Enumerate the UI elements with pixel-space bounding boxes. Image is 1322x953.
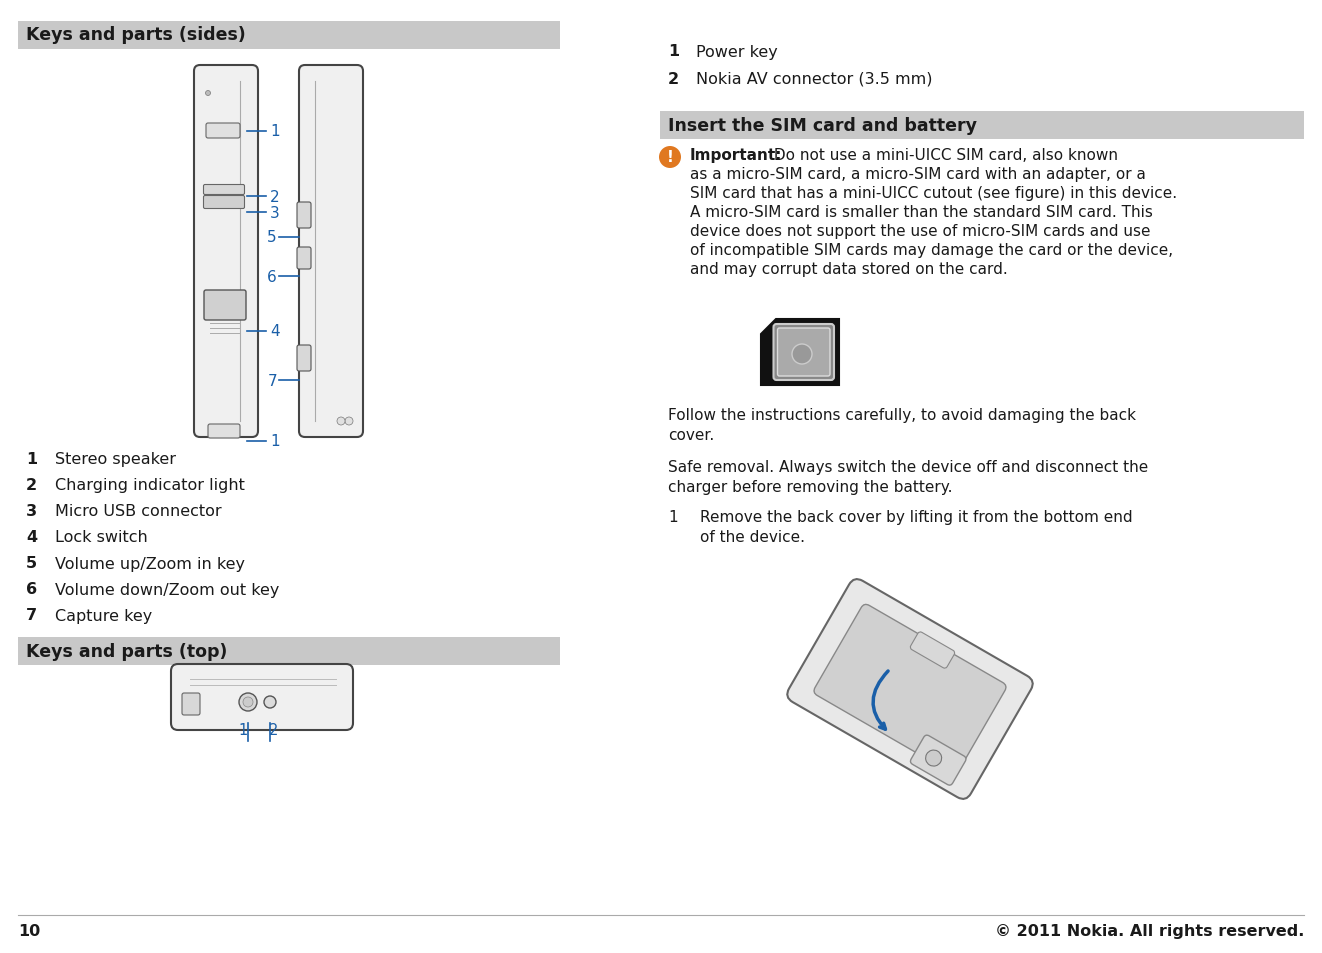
FancyBboxPatch shape: [206, 124, 241, 139]
FancyBboxPatch shape: [777, 329, 830, 376]
Text: of incompatible SIM cards may damage the card or the device,: of incompatible SIM cards may damage the…: [690, 243, 1173, 257]
Text: Volume down/Zoom out key: Volume down/Zoom out key: [56, 582, 279, 597]
Text: 1: 1: [668, 510, 678, 524]
Text: charger before removing the battery.: charger before removing the battery.: [668, 479, 952, 495]
Text: cover.: cover.: [668, 428, 714, 442]
Text: Capture key: Capture key: [56, 608, 152, 623]
Circle shape: [345, 417, 353, 426]
FancyBboxPatch shape: [208, 424, 241, 438]
Text: A micro-SIM card is smaller than the standard SIM card. This: A micro-SIM card is smaller than the sta…: [690, 205, 1153, 220]
Text: and may corrupt data stored on the card.: and may corrupt data stored on the card.: [690, 262, 1007, 276]
FancyBboxPatch shape: [171, 664, 353, 730]
Circle shape: [925, 750, 941, 766]
Circle shape: [239, 693, 256, 711]
FancyBboxPatch shape: [204, 196, 245, 210]
Text: 2: 2: [668, 71, 680, 87]
Text: 4: 4: [26, 530, 37, 545]
Text: Lock switch: Lock switch: [56, 530, 148, 545]
FancyBboxPatch shape: [182, 693, 200, 716]
Text: © 2011 Nokia. All rights reserved.: © 2011 Nokia. All rights reserved.: [994, 923, 1303, 939]
Text: device does not support the use of micro-SIM cards and use: device does not support the use of micro…: [690, 224, 1150, 239]
FancyBboxPatch shape: [297, 203, 311, 229]
FancyBboxPatch shape: [19, 638, 561, 665]
Text: 6: 6: [267, 269, 278, 284]
Text: 2: 2: [270, 190, 280, 204]
Text: Power key: Power key: [695, 45, 777, 59]
FancyBboxPatch shape: [297, 346, 311, 372]
Text: SIM card that has a mini-UICC cutout (see figure) in this device.: SIM card that has a mini-UICC cutout (se…: [690, 186, 1177, 201]
FancyBboxPatch shape: [787, 579, 1032, 800]
Text: 2: 2: [270, 722, 279, 738]
FancyBboxPatch shape: [911, 736, 966, 785]
Text: Charging indicator light: Charging indicator light: [56, 478, 245, 493]
Text: 1: 1: [238, 722, 247, 738]
Circle shape: [792, 345, 812, 365]
FancyBboxPatch shape: [814, 605, 1006, 774]
Text: Stereo speaker: Stereo speaker: [56, 452, 176, 467]
Text: Keys and parts (top): Keys and parts (top): [26, 642, 227, 660]
Text: 4: 4: [270, 324, 280, 339]
FancyBboxPatch shape: [299, 66, 364, 437]
Text: Important:: Important:: [690, 148, 783, 163]
Circle shape: [243, 698, 253, 707]
FancyBboxPatch shape: [911, 632, 954, 669]
Text: Micro USB connector: Micro USB connector: [56, 504, 222, 519]
Text: 3: 3: [270, 205, 280, 220]
Text: Safe removal. Always switch the device off and disconnect the: Safe removal. Always switch the device o…: [668, 459, 1149, 475]
FancyBboxPatch shape: [204, 291, 246, 320]
Text: 3: 3: [26, 504, 37, 519]
FancyBboxPatch shape: [19, 22, 561, 50]
Text: as a micro-SIM card, a micro-SIM card with an adapter, or a: as a micro-SIM card, a micro-SIM card wi…: [690, 167, 1146, 182]
Circle shape: [337, 417, 345, 426]
Text: 5: 5: [267, 231, 278, 245]
Text: 1: 1: [26, 452, 37, 467]
Text: Insert the SIM card and battery: Insert the SIM card and battery: [668, 117, 977, 135]
Text: Remove the back cover by lifting it from the bottom end: Remove the back cover by lifting it from…: [701, 510, 1133, 524]
Text: 2: 2: [26, 478, 37, 493]
Text: !: !: [666, 151, 673, 165]
Text: 1: 1: [270, 125, 280, 139]
FancyBboxPatch shape: [194, 66, 258, 437]
Circle shape: [264, 697, 276, 708]
Polygon shape: [761, 319, 839, 386]
FancyBboxPatch shape: [660, 112, 1303, 140]
Text: 1: 1: [668, 45, 680, 59]
Text: 1: 1: [270, 434, 280, 449]
Text: Nokia AV connector (3.5 mm): Nokia AV connector (3.5 mm): [695, 71, 932, 87]
Text: of the device.: of the device.: [701, 530, 805, 544]
Text: Follow the instructions carefully, to avoid damaging the back: Follow the instructions carefully, to av…: [668, 408, 1136, 422]
Text: Keys and parts (sides): Keys and parts (sides): [26, 26, 246, 44]
Text: Do not use a mini-UICC SIM card, also known: Do not use a mini-UICC SIM card, also kn…: [769, 148, 1118, 163]
Text: 10: 10: [19, 923, 40, 939]
Circle shape: [658, 147, 681, 169]
Text: 5: 5: [26, 556, 37, 571]
FancyBboxPatch shape: [297, 248, 311, 270]
Text: Volume up/Zoom in key: Volume up/Zoom in key: [56, 556, 245, 571]
Text: 7: 7: [267, 374, 278, 388]
Text: 7: 7: [26, 608, 37, 623]
FancyBboxPatch shape: [773, 325, 834, 380]
Circle shape: [205, 91, 210, 96]
FancyBboxPatch shape: [204, 185, 245, 195]
Text: 6: 6: [26, 582, 37, 597]
